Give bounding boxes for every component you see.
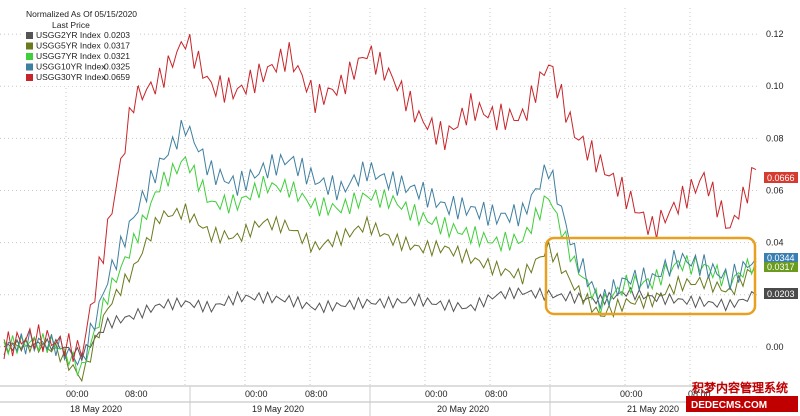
legend-subtitle: Last Price <box>52 20 90 30</box>
date-label: 19 May 2020 <box>252 404 304 414</box>
watermark-line2: DEDECMS.COM <box>691 400 767 411</box>
legend-item-label: USGG30YR Index <box>36 72 106 82</box>
series-line-usgg2yr <box>3 286 757 363</box>
value-tag-2yr-text: 0.0203 <box>767 289 795 299</box>
value-tag-30yr <box>764 172 798 183</box>
x-tick-label: 08:00 <box>125 389 148 399</box>
x-tick-label: 08:00 <box>485 389 508 399</box>
x-axis: 00:00 08:00 00:00 08:00 00:00 08:00 00:0… <box>0 385 760 416</box>
value-tag-5yr <box>764 262 798 272</box>
y-tick-label: 0.04 <box>766 238 784 248</box>
watermark: 积梦内容管理系统 DEDECMS.COM <box>686 380 798 412</box>
date-label: 21 May 2020 <box>627 404 679 414</box>
legend-swatch <box>26 63 33 71</box>
legend-item-label: USGG2YR Index <box>36 30 101 40</box>
legend-item-value: 0.0325 <box>104 62 130 72</box>
y-tick-label: 0.08 <box>766 133 784 143</box>
legend-item-label: USGG10YR Index <box>36 62 106 72</box>
x-tick-label: 00:00 <box>66 389 89 399</box>
x-tick-label: 08:00 <box>688 389 711 399</box>
x-tick-label: 08:00 <box>305 389 328 399</box>
legend: Normalized As Of 05/15/2020 Last Price U… <box>22 6 138 86</box>
legend-swatch <box>26 42 33 50</box>
series-line-usgg10yr <box>3 119 757 367</box>
legend-item-value: 0.0317 <box>104 41 130 51</box>
legend-item-label: USGG7YR Index <box>36 51 101 61</box>
value-tag-5yr-text: 0.0317 <box>767 262 795 272</box>
legend-swatch <box>26 32 33 39</box>
y-tick-label: 0.12 <box>766 29 784 39</box>
legend-title: Normalized As Of 05/15/2020 <box>26 9 137 19</box>
series-line-usgg7yr <box>3 155 757 376</box>
legend-item-value: 0.0203 <box>104 30 130 40</box>
y-tick-label: 0.00 <box>766 342 784 352</box>
highlight-box <box>544 236 757 316</box>
y-axis: 0.000.020.040.060.080.100.12 <box>766 29 784 352</box>
legend-item-value: 0.0321 <box>104 51 130 61</box>
x-tick-label: 00:00 <box>425 389 448 399</box>
x-tick-label: 00:00 <box>620 389 643 399</box>
y-tick-label: 0.10 <box>766 81 784 91</box>
x-tick-label: 00:00 <box>245 389 268 399</box>
legend-item-value: 0.0659 <box>104 72 130 82</box>
date-label: 18 May 2020 <box>70 404 122 414</box>
series-line-usgg30yr <box>3 34 757 362</box>
series-line-usgg5yr <box>3 203 757 383</box>
series-lines <box>3 34 757 383</box>
gridlines <box>0 8 760 386</box>
value-tags: 0.0666 0.0344 0.0317 0.0203 <box>764 172 798 299</box>
legend-swatch <box>26 53 33 60</box>
date-label: 20 May 2020 <box>437 404 489 414</box>
value-tag-10yr-text: 0.0344 <box>767 253 795 263</box>
watermark-line1: 积梦内容管理系统 <box>692 380 788 395</box>
value-tag-30yr-text: 0.0666 <box>767 173 795 183</box>
legend-item-label: USGG5YR Index <box>36 41 101 51</box>
value-tag-2yr <box>764 288 798 299</box>
y-tick-label: 0.06 <box>766 185 784 195</box>
value-tag-10yr <box>764 253 798 263</box>
legend-swatch <box>26 74 33 81</box>
